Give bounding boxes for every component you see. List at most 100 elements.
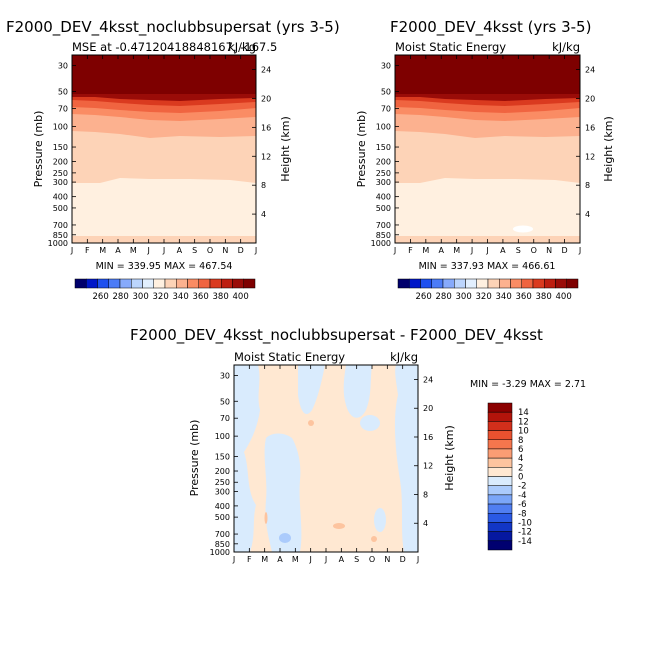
y-right-tick-label: 24 — [261, 66, 271, 75]
x-tick-label: S — [354, 555, 359, 564]
y-tick-label: 50 — [58, 87, 68, 96]
colorbar-swatch — [487, 503, 513, 514]
x-tick-label: J — [324, 555, 327, 564]
x-tick-label: J — [308, 555, 311, 564]
colorbar-swatch — [164, 278, 177, 289]
y-tick-label: 250 — [53, 169, 68, 178]
colorbar-swatch — [131, 278, 143, 289]
y-right-tick-label: 16 — [585, 123, 595, 132]
colorbar-tick-label: -2 — [518, 482, 526, 492]
colorbar-tick-label: 14 — [518, 408, 529, 418]
y-tick-label: 700 — [215, 530, 230, 539]
panel-3-field-positive — [234, 365, 418, 552]
x-tick-label: S — [516, 246, 521, 255]
colorbar-swatch — [108, 278, 121, 289]
y-right-tick-label: 4 — [423, 519, 428, 528]
panel-1-subtitle-left: MSE at -0.47120418848167, -167.5 — [72, 40, 277, 54]
panel-3-field-pos-patch-2 — [308, 420, 314, 426]
x-tick-label: J — [578, 246, 581, 255]
x-tick-label: M — [99, 246, 106, 255]
y-tick-label: 30 — [381, 62, 391, 71]
x-tick-label: A — [500, 246, 506, 255]
colorbar-tick-label: -10 — [518, 518, 532, 528]
y-right-tick-label: 20 — [585, 94, 595, 103]
colorbar-swatch — [487, 278, 500, 289]
x-tick-label: M — [422, 246, 429, 255]
y-right-tick-label: 20 — [261, 94, 271, 103]
x-tick-label: O — [369, 555, 375, 564]
panel-3-field-neg-lower-right — [374, 508, 386, 532]
y-tick-label: 1000 — [48, 239, 68, 248]
panel-1: F2000_DEV_4ksst_noclubbsupersat (yrs 3-5… — [6, 18, 340, 302]
y-tick-label: 400 — [376, 193, 391, 202]
x-tick-label: A — [277, 555, 283, 564]
x-tick-label: S — [192, 246, 197, 255]
y-tick-label: 50 — [220, 397, 230, 406]
panel-1-title: F2000_DEV_4ksst_noclubbsupersat (yrs 3-5… — [6, 18, 340, 37]
colorbar-swatch — [487, 494, 513, 505]
y-tick-label: 70 — [381, 104, 391, 113]
panel-3-field-neg-small-patch — [360, 415, 380, 431]
colorbar-swatch — [521, 278, 534, 289]
y-tick-label: 70 — [58, 104, 68, 113]
colorbar-swatch — [555, 278, 567, 289]
y-tick-label: 1000 — [371, 239, 391, 248]
colorbar-swatch — [431, 278, 444, 289]
colorbar-swatch — [153, 278, 166, 289]
x-tick-label: O — [207, 246, 213, 255]
y-right-tick-label: 4 — [261, 210, 266, 219]
colorbar-tick-label: 360 — [516, 292, 532, 302]
panel-3-field-pos-patch-4 — [264, 512, 268, 524]
panel-2-ylabel: Pressure (mb) — [355, 111, 368, 188]
y-tick-label: 30 — [58, 62, 68, 71]
y-tick-label: 850 — [215, 540, 230, 549]
y-tick-label: 400 — [53, 193, 68, 202]
panel-2-ylabel-right: Height (km) — [602, 116, 615, 182]
colorbar-swatch — [487, 540, 513, 551]
colorbar-swatch — [532, 278, 545, 289]
colorbar-swatch — [510, 278, 522, 289]
colorbar-tick-label: 8 — [518, 436, 523, 446]
y-tick-label: 1000 — [210, 548, 230, 557]
panel-2-title: F2000_DEV_4ksst (yrs 3-5) — [390, 18, 591, 37]
y-right-tick-label: 20 — [423, 404, 433, 413]
y-tick-label: 500 — [376, 204, 391, 213]
colorbar-tick-label: 10 — [518, 427, 529, 437]
colorbar-tick-label: -8 — [518, 509, 526, 519]
y-right-tick-label: 8 — [585, 181, 590, 190]
y-tick-label: 300 — [215, 487, 230, 496]
y-tick-label: 150 — [376, 143, 391, 152]
colorbar-tick-label: 12 — [518, 417, 529, 427]
colorbar-swatch — [487, 448, 513, 459]
panel-3-subtitle-left: Moist Static Energy — [234, 350, 345, 364]
colorbar-swatch — [487, 513, 513, 523]
y-tick-label: 700 — [53, 221, 68, 230]
panel-3-ylabel: Pressure (mb) — [188, 420, 201, 497]
x-tick-label: J — [416, 555, 419, 564]
panel-1-min-max: MIN = 339.95 MAX = 467.54 — [96, 261, 233, 272]
panel-3-field-neg-strong-patch — [279, 533, 291, 543]
colorbar-tick-label: 300 — [133, 292, 149, 302]
colorbar-tick-label: 320 — [476, 292, 492, 302]
x-tick-label: J — [485, 246, 488, 255]
colorbar-swatch — [221, 278, 233, 289]
y-tick-label: 850 — [376, 231, 391, 240]
panel-3-field-neg-left — [234, 365, 260, 552]
colorbar-swatch — [454, 278, 466, 289]
panel-2: F2000_DEV_4ksst (yrs 3-5) Moist Static E… — [355, 18, 615, 302]
colorbar-swatch — [142, 278, 154, 289]
x-tick-label: D — [400, 555, 406, 564]
y-tick-label: 30 — [220, 372, 230, 381]
colorbar-swatch — [487, 402, 513, 413]
colorbar-tick-label: -6 — [518, 500, 526, 510]
panel-3-ylabel-right: Height (km) — [443, 425, 456, 491]
panel-3-plot-field — [234, 365, 418, 552]
colorbar-swatch — [442, 278, 455, 289]
colorbar-tick-label: 2 — [518, 463, 523, 473]
y-tick-label: 850 — [53, 231, 68, 240]
panel-3-min-max: MIN = -3.29 MAX = 2.71 — [470, 379, 586, 390]
y-right-tick-label: 8 — [261, 181, 266, 190]
y-tick-label: 200 — [215, 467, 230, 476]
x-tick-label: N — [384, 555, 390, 564]
y-right-tick-label: 24 — [423, 375, 433, 384]
